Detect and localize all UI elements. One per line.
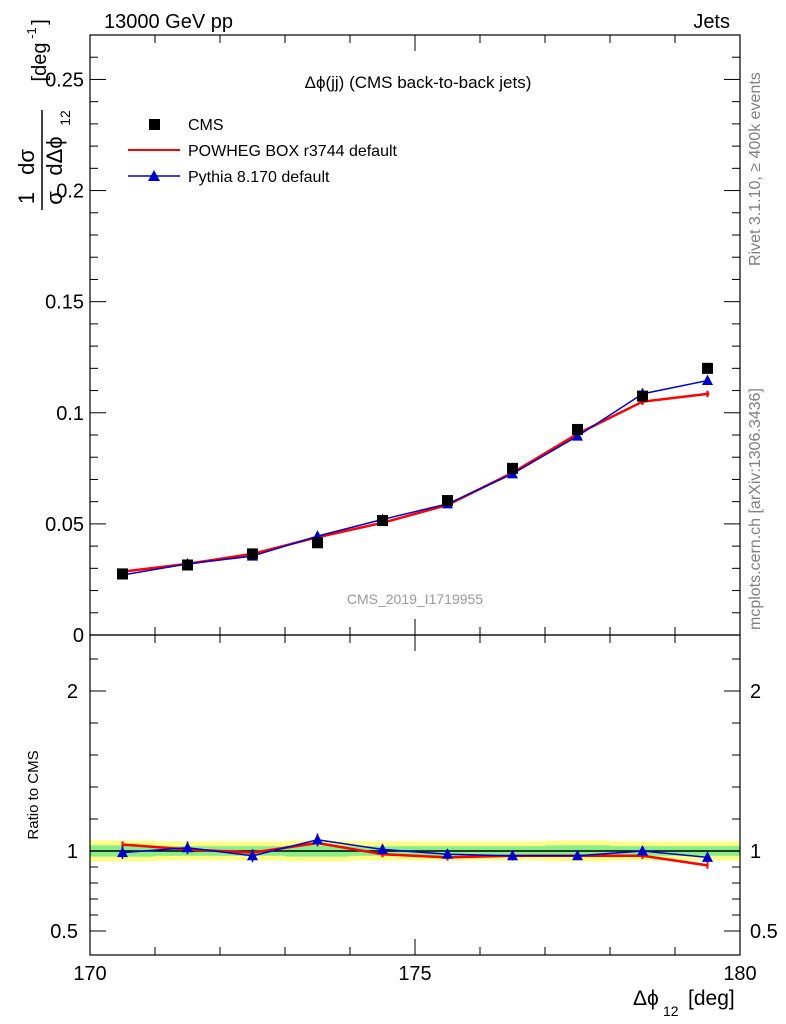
xlabel-subscript: 12 — [663, 1003, 679, 1019]
header-right: Jets — [693, 11, 730, 33]
ratio-pythia-point — [312, 833, 323, 845]
x-axis-label: Δϕ 12 [deg] — [633, 987, 735, 1019]
mcplots-label: mcplots.cern.ch [arXiv:1306.3436] — [747, 388, 764, 630]
legend-label-cms: CMS — [188, 117, 224, 134]
ylabel-units: [deg — [29, 43, 51, 82]
ratio-y-tick-label: 2 — [67, 681, 78, 703]
ylabel-dsigma: dσ — [14, 149, 39, 175]
cms-data-point — [117, 568, 128, 580]
ratio-pythia-line — [122, 839, 708, 859]
ylabel-exponent: -1 — [24, 27, 39, 39]
main-y-tick-label: 0.15 — [45, 292, 84, 314]
pythia-line — [122, 379, 708, 576]
cms-data-point — [637, 390, 648, 402]
ratio-x-ticks: 170 175 180 — [73, 635, 757, 985]
main-y-tick-label: 0 — [73, 625, 84, 647]
x-tick-label: 180 — [723, 963, 756, 985]
main-title: Δϕ(jj) (CMS back-to-back jets) — [305, 73, 532, 92]
main-panel: 0.05 0.1 0.15 0.2 0.25 0 CMS_2019_I1719955 Δϕ… — [14, 19, 741, 647]
cms-data-point — [247, 548, 258, 560]
cms-data-point — [442, 495, 453, 507]
ratio-powheg-line — [122, 841, 708, 867]
ratio-pythia-point — [507, 849, 518, 861]
ratio-y-tick-label: 1 — [67, 841, 78, 863]
ratio-y-axis-label: Ratio to CMS — [25, 750, 42, 839]
x-tick-label: 170 — [73, 963, 106, 985]
rivet-label: Rivet 3.1.10, ≥ 400k events — [747, 72, 764, 266]
cms-data-point — [507, 462, 518, 474]
ratio-y-tick-label-right: 2 — [750, 681, 761, 703]
ratio-pythia-point — [442, 848, 453, 859]
main-y-tick-label: 0.25 — [45, 69, 84, 91]
main-y-axis-label: 1 dσ σ dΔϕ 12 [deg -1 ] — [14, 19, 73, 210]
cms-data-point — [377, 515, 388, 527]
ylabel-subscript: 12 — [57, 110, 73, 126]
cms-data-point — [312, 537, 323, 549]
ratio-pythia-point — [182, 841, 193, 853]
ratio-pythia-point — [377, 843, 388, 854]
legend: CMS POWHEG BOX r3744 default Pythia 8.17… — [128, 117, 398, 186]
ratio-y-tick-label-right: 0.5 — [750, 921, 778, 943]
ratio-pythia-point — [572, 849, 583, 861]
cms-data-point — [702, 362, 713, 374]
main-y-tick-label: 0.2 — [56, 181, 84, 203]
legend-label-pythia: Pythia 8.170 default — [188, 169, 330, 186]
pythia-point — [702, 374, 713, 386]
main-y-tick-label: 0.1 — [56, 403, 84, 425]
ylabel-sigma: σ — [42, 191, 67, 205]
xlabel-units: [deg] — [688, 987, 735, 1010]
ratio-series — [90, 833, 740, 869]
ratio-y-ticks: 0.5 0.5 1 1 2 2 — [50, 658, 778, 943]
ratio-frame — [89, 634, 741, 956]
main-x-ticks — [89, 35, 741, 635]
ylabel-bracket: ] — [29, 19, 51, 25]
cms-data-point — [182, 559, 193, 571]
pythia-point — [572, 430, 583, 441]
legend-marker-cms — [149, 119, 160, 130]
ratio-pythia-point — [637, 845, 648, 856]
ratio-y-tick-label: 0.5 — [50, 921, 78, 943]
ratio-pythia-point — [117, 846, 128, 858]
watermark: CMS_2019_I1719955 — [347, 591, 483, 607]
xlabel-dphi: Δϕ — [633, 987, 659, 1010]
powheg-point — [705, 392, 710, 396]
ratio-pythia-point — [247, 849, 258, 861]
ratio-panel: 0.5 0.51 12 2 170 175 180 Ratio to CMS Δϕ 12 … — [25, 634, 778, 1019]
ylabel-one: 1 — [14, 192, 39, 204]
main-y-tick-label: 0.05 — [45, 514, 84, 536]
ratio-y-tick-label-right: 1 — [750, 841, 761, 863]
x-tick-label: 175 — [398, 963, 431, 985]
legend-marker-pythia — [148, 170, 160, 181]
main-y-ticks: 0.05 0.1 0.15 0.2 0.25 0 — [45, 56, 740, 647]
cms-data-point — [572, 423, 583, 435]
powheg-line — [122, 392, 708, 573]
ylabel-dphi: dΔϕ — [42, 136, 67, 175]
ratio-pythia-point — [702, 851, 713, 862]
legend-label-powheg: POWHEG BOX r3744 default — [188, 143, 398, 160]
header-left: 13000 GeV pp — [104, 11, 233, 33]
main-series — [117, 362, 713, 580]
